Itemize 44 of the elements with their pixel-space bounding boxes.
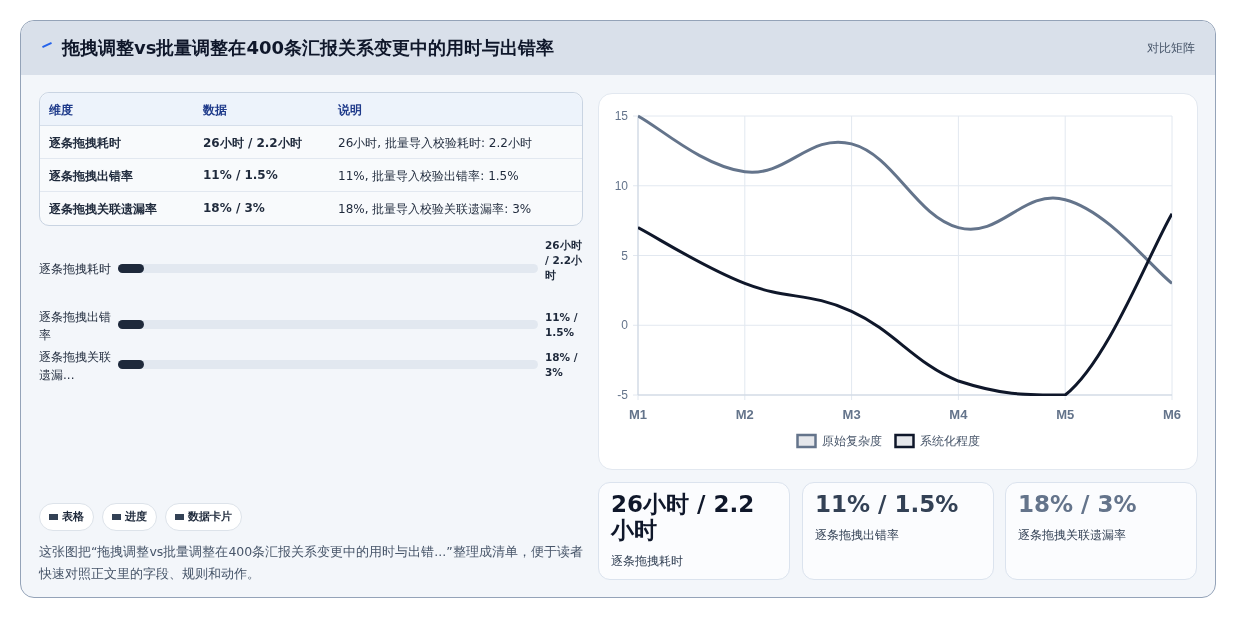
y-tick-label: 0 [621,318,629,333]
x-tick-label: M1 [628,407,648,422]
text: 11% / 1.5% [545,310,579,340]
text: 18%, 批量导入校验关联遗漏率: 3% [338,202,532,216]
x-tick-label: M3 [842,407,861,422]
text: 26小时, 批量导入校验耗时: 2.2小时 [338,136,532,150]
y-tick-label: 10 [614,178,629,193]
x-tick-label: M6 [1162,407,1182,422]
category-label: 逐条拖拽出错率 [39,309,112,344]
text: 26小时 / 2.2小时 [203,136,302,150]
text: 拖拽调整vs批量调整在400条汇报关系变更中的用时与出错率 [62,36,555,60]
text: 18% / 3% [203,201,265,215]
text: 11% / 1.5% [815,491,960,517]
category-label: 逐条拖拽关联遗漏率 [1018,527,1126,544]
text: 26小时 / 2.2小时 [545,238,584,283]
y-tick-label: 5 [621,248,629,263]
text: 逐条拖拽耗时 [49,136,121,150]
text: 11% / 1.5% [203,168,278,182]
category-label: 数据卡片 [188,510,232,523]
category-label: 说明 [338,102,362,119]
y-tick-label: 15 [614,109,629,123]
text: 这张图把“拖拽调整vs批量调整在400条汇报关系变更中的用时与出错...”整理成清单，便于读者快速对照正文里的字段、规则和动作。 [39,543,584,583]
category-label: 表格 [62,510,84,523]
text: 逐条拖拽关联遗漏率 [49,202,157,216]
category-label: 逐条拖拽耗时 [611,553,683,570]
text: 18% / 3% [1018,491,1138,517]
category-label: 进度 [125,510,147,523]
line-series [638,114,1172,285]
x-tick-label: M5 [1056,407,1075,422]
text: 对比矩阵 [1146,40,1195,57]
legend-label: 系统化程度 [919,434,980,448]
category-label: 逐条拖拽耗时 [39,261,112,278]
category-label: 逐条拖拽出错率 [815,527,899,544]
text: 11%, 批量导入校验出错率: 1.5% [338,169,519,183]
category-label: 数据 [203,102,227,119]
x-tick-label: M2 [735,407,754,422]
y-tick-label: -5 [617,388,629,402]
category-label: 维度 [49,102,73,119]
text: 18% / 3% [545,350,579,380]
legend-label: 原始复杂度 [821,434,882,448]
text: 26小时 / 2.2小时 [611,491,756,543]
x-tick-label: M4 [949,407,969,422]
text: 逐条拖拽出错率 [49,169,133,183]
category-label: 逐条拖拽关联遗漏... [39,349,112,384]
